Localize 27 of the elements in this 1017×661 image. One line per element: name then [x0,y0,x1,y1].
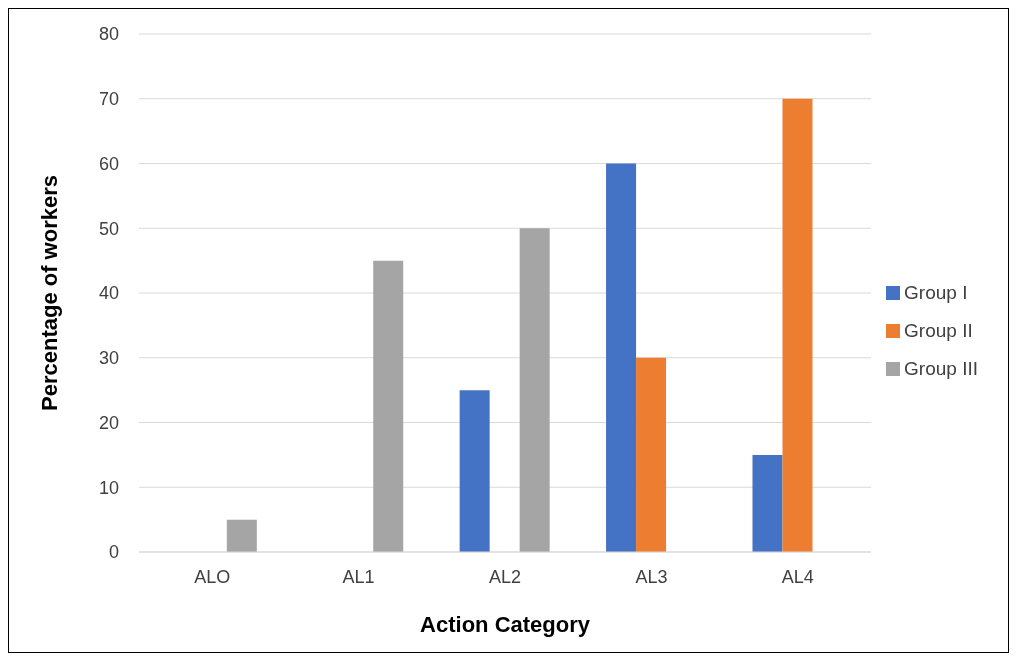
x-axis-title: Action Category [420,612,591,637]
bar [226,519,257,552]
bar [459,390,490,552]
x-tick-label: AL4 [781,566,814,587]
x-tick-label: ALO [194,566,231,587]
y-tick-label: 40 [98,283,119,304]
y-tick-label: 60 [98,153,119,174]
y-tick-label: 30 [98,348,119,369]
y-tick-label: 50 [98,218,119,239]
y-axis-title: Percentage of workers [36,175,62,411]
y-tick-label: 0 [108,542,119,563]
y-tick-label: 80 [98,24,119,45]
bar [752,454,783,552]
x-tick-label: AL1 [342,566,375,587]
bar [782,98,813,552]
y-tick-label: 10 [98,477,119,498]
x-tick-label: AL2 [489,566,522,587]
legend-label: Group II [904,319,973,341]
legend-label: Group III [904,357,978,379]
bar [636,357,667,552]
x-tick-label: AL3 [635,566,668,587]
y-tick-label: 70 [98,89,119,110]
legend-label: Group I [904,281,968,303]
bar [373,260,404,552]
y-tick-label: 20 [98,412,119,433]
bar [606,163,637,552]
bar [519,228,550,552]
